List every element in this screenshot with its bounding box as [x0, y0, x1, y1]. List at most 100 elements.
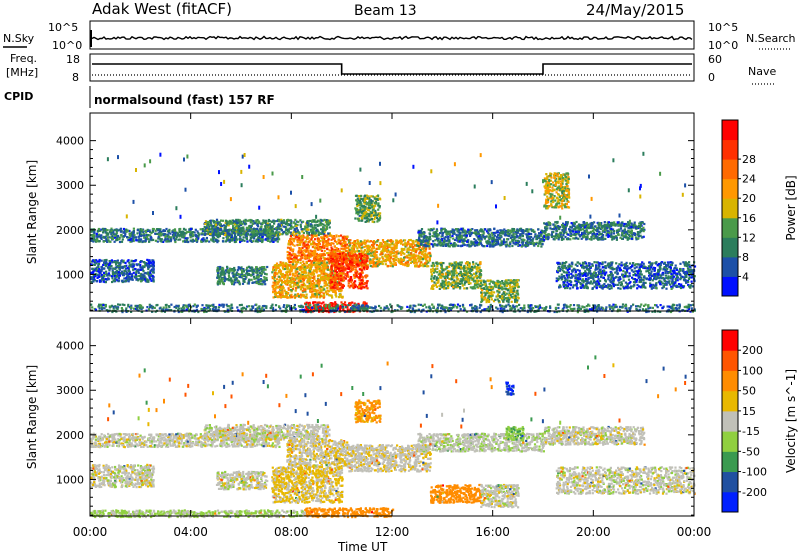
power-cell [389, 258, 392, 261]
power-cell [567, 233, 570, 236]
power-cell [105, 272, 108, 275]
power-cell [234, 221, 237, 224]
power-cell [262, 229, 265, 232]
power-cell [555, 232, 558, 235]
power-cell [143, 265, 146, 269]
power-cell [345, 250, 348, 253]
power-cell [478, 238, 481, 241]
power-cell [409, 257, 412, 260]
power-cell [592, 228, 595, 231]
noise-right-tick-top: 10^5 [708, 21, 738, 34]
power-cell [408, 244, 411, 247]
power-cell [297, 254, 301, 257]
power-cell [382, 241, 385, 244]
power-cell [108, 260, 111, 263]
power-cell [306, 228, 309, 231]
power-cell [397, 257, 400, 261]
power-cell [165, 240, 168, 243]
power-cell [381, 262, 384, 266]
power-cell [540, 231, 543, 234]
power-cell [582, 221, 585, 224]
power-cell [342, 247, 345, 250]
power-cell [208, 225, 211, 228]
power-cell [402, 243, 405, 246]
power-cell [253, 281, 257, 284]
power-cell [93, 230, 96, 233]
power-cell [621, 233, 624, 237]
power-cell [137, 235, 140, 238]
power-cell [612, 232, 616, 235]
power-cell [243, 231, 246, 234]
power-cell [258, 220, 261, 223]
power-cell [237, 266, 240, 269]
power-cell [554, 234, 558, 237]
power-cell [363, 241, 366, 244]
power-cell [285, 229, 288, 232]
power-cell [618, 223, 621, 226]
power-cell [110, 233, 113, 236]
power-cell [257, 278, 260, 281]
power-cell [108, 240, 111, 243]
power-cell [503, 228, 506, 231]
freq-left-tick-top: 18 [66, 53, 80, 66]
power-cell [289, 285, 292, 288]
noise-left-tick-bottom: 10^0 [52, 39, 82, 52]
power-cell [212, 229, 215, 232]
power-cell [325, 225, 328, 228]
power-cell [137, 239, 140, 242]
power-cell [237, 218, 240, 221]
power-cell [280, 221, 283, 224]
power-cell [296, 273, 299, 276]
power-cell [256, 225, 260, 228]
power-cell [637, 232, 640, 235]
power-cell [130, 231, 133, 234]
power-cell [455, 235, 459, 239]
power-cell [403, 248, 406, 251]
power-cell [269, 236, 272, 240]
power-cell [344, 243, 347, 246]
power-cell [316, 245, 319, 248]
power-cell [347, 252, 350, 255]
power-cell [624, 230, 627, 233]
power-cell [515, 236, 518, 239]
power-cell [226, 271, 229, 274]
power-cell [299, 225, 302, 228]
power-cell [587, 227, 591, 230]
power-cell [617, 221, 620, 224]
power-cell [612, 224, 615, 227]
power-cell [105, 270, 108, 273]
power-cell [298, 276, 301, 279]
power-cell [526, 238, 529, 241]
power-cell [279, 233, 282, 236]
power-cell [171, 230, 174, 234]
power-cell [247, 227, 250, 230]
power-cell [283, 277, 286, 280]
power-cell [498, 231, 501, 235]
power-cell [418, 243, 421, 246]
power-cell [409, 245, 412, 248]
power-cell [277, 236, 280, 239]
power-cell [106, 240, 109, 243]
power-cell [316, 256, 319, 260]
power-cell [269, 226, 272, 229]
power-cell [505, 245, 508, 248]
power-cell [394, 263, 397, 266]
power-cell [315, 294, 318, 297]
power-cell [391, 265, 394, 268]
power-cell [372, 258, 375, 261]
power-cell [298, 232, 301, 235]
power-cell [359, 240, 362, 243]
power-cell [391, 263, 394, 266]
power-cell [96, 276, 99, 279]
power-cell [431, 235, 434, 238]
power-cell [139, 266, 142, 269]
power-cell [174, 234, 177, 237]
power-cell [550, 234, 553, 237]
power-cell [369, 246, 372, 249]
power-cell [499, 229, 502, 232]
power-cell [245, 237, 248, 241]
power-cell [317, 238, 321, 241]
power-cell [147, 280, 150, 283]
power-cell [321, 244, 324, 247]
power-cell [444, 236, 447, 239]
